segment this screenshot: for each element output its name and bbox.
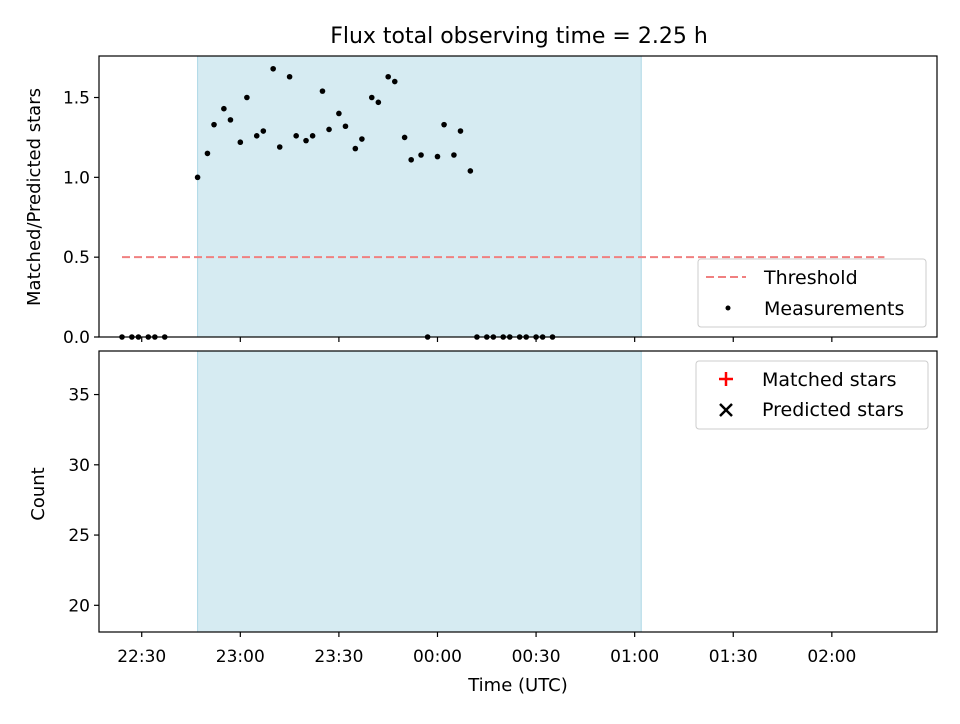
count-plot-frame	[98, 350, 938, 633]
measurement-point	[326, 126, 332, 133]
count-y-ticks: 20 25 30 35	[68, 386, 99, 616]
measurement-point	[204, 150, 211, 157]
measurement-point	[375, 99, 382, 106]
measurement-point	[342, 123, 349, 130]
count-legend-box	[695, 360, 929, 430]
x-tick-label: 22:30	[117, 647, 166, 667]
measurement-point	[391, 78, 398, 85]
ratio-legend-box	[697, 258, 927, 328]
x-tick-label: 00:00	[413, 647, 462, 667]
x-axis-label: Time (UTC)	[467, 675, 568, 696]
measurement-point	[336, 110, 342, 117]
observing-span-top	[197, 55, 642, 338]
measurement-point	[385, 73, 391, 80]
matched-legend-swatch	[719, 372, 733, 386]
ratio-panel: 0.0 0.5 1.0 1.5 Threshold Measurements Matc…	[24, 55, 938, 348]
count-y-tick-label: 30	[68, 456, 90, 476]
count-y-tick-label: 20	[68, 596, 90, 616]
x-tick-label: 01:00	[610, 647, 659, 667]
ratio-x-ticks	[141, 337, 833, 342]
measurement-point	[467, 168, 474, 174]
measurement-point	[368, 94, 375, 101]
predicted-legend-swatch	[719, 403, 733, 417]
measurement-point	[270, 65, 276, 72]
measurement-point	[441, 121, 447, 128]
measurement-point	[451, 152, 457, 158]
measurement-point	[227, 117, 234, 123]
ratio-y-tick-label: 0.5	[63, 248, 90, 268]
x-tick-label: 23:00	[216, 647, 265, 667]
ratio-y-tick-label: 0.0	[63, 328, 90, 348]
measurement-point	[408, 156, 414, 163]
x-tick-label: 23:30	[314, 647, 363, 667]
measurement-point	[309, 133, 316, 139]
predicted-legend-label: Predicted stars	[762, 399, 904, 421]
measurement-point	[286, 73, 293, 80]
measurement-point	[401, 134, 408, 141]
ratio-y-axis-label: Matched/Predicted stars	[24, 88, 45, 306]
measurement-point	[319, 88, 326, 94]
count-y-axis-label: Count	[28, 467, 49, 520]
measurement-point	[244, 94, 250, 101]
chart-title: Flux total observing time = 2.25 h	[330, 24, 708, 49]
matched-legend-label: Matched stars	[762, 369, 896, 391]
measurement-point	[211, 121, 217, 128]
measurement-point	[253, 133, 260, 139]
measurement-point	[457, 128, 464, 134]
measurement-point	[221, 105, 227, 112]
measurement-point	[260, 128, 267, 134]
ratio-legend: Threshold Measurements	[697, 258, 927, 328]
count-y-tick-label: 35	[68, 386, 90, 406]
measurement-point	[303, 137, 309, 144]
measurement-point	[194, 174, 201, 181]
measurement-point	[434, 153, 441, 160]
x-tick-label: 01:30	[709, 647, 758, 667]
measurement-point	[293, 133, 299, 139]
ratio-y-ticks: 0.0 0.5 1.0 1.5	[63, 89, 99, 348]
measurements-legend-swatch	[725, 305, 731, 311]
ratio-plot-frame	[98, 55, 938, 338]
measurements-legend-label: Measurements	[764, 298, 904, 320]
count-legend: Matched stars Predicted stars	[695, 360, 929, 430]
ratio-y-tick-label: 1.5	[63, 89, 90, 109]
observing-span-bottom	[197, 350, 642, 633]
measurement-point	[352, 145, 359, 152]
measurement-point	[276, 144, 283, 150]
measurement-point	[359, 136, 365, 142]
measurement-point	[237, 139, 244, 146]
count-y-tick-label: 25	[68, 526, 90, 546]
ratio-y-tick-label: 1.0	[63, 168, 90, 188]
measurement-point	[418, 152, 424, 158]
count-panel: 20 25 30 35 22:30 23:00 23:30 00:00 00:30 01:00 0…	[28, 350, 938, 667]
threshold-legend-label: Threshold	[763, 267, 858, 289]
x-tick-label: 00:30	[512, 647, 561, 667]
count-x-ticks: 22:30 23:00 23:30 00:00 00:30 01:00 01:30 02:00	[117, 632, 856, 667]
x-tick-label: 02:00	[807, 647, 856, 667]
